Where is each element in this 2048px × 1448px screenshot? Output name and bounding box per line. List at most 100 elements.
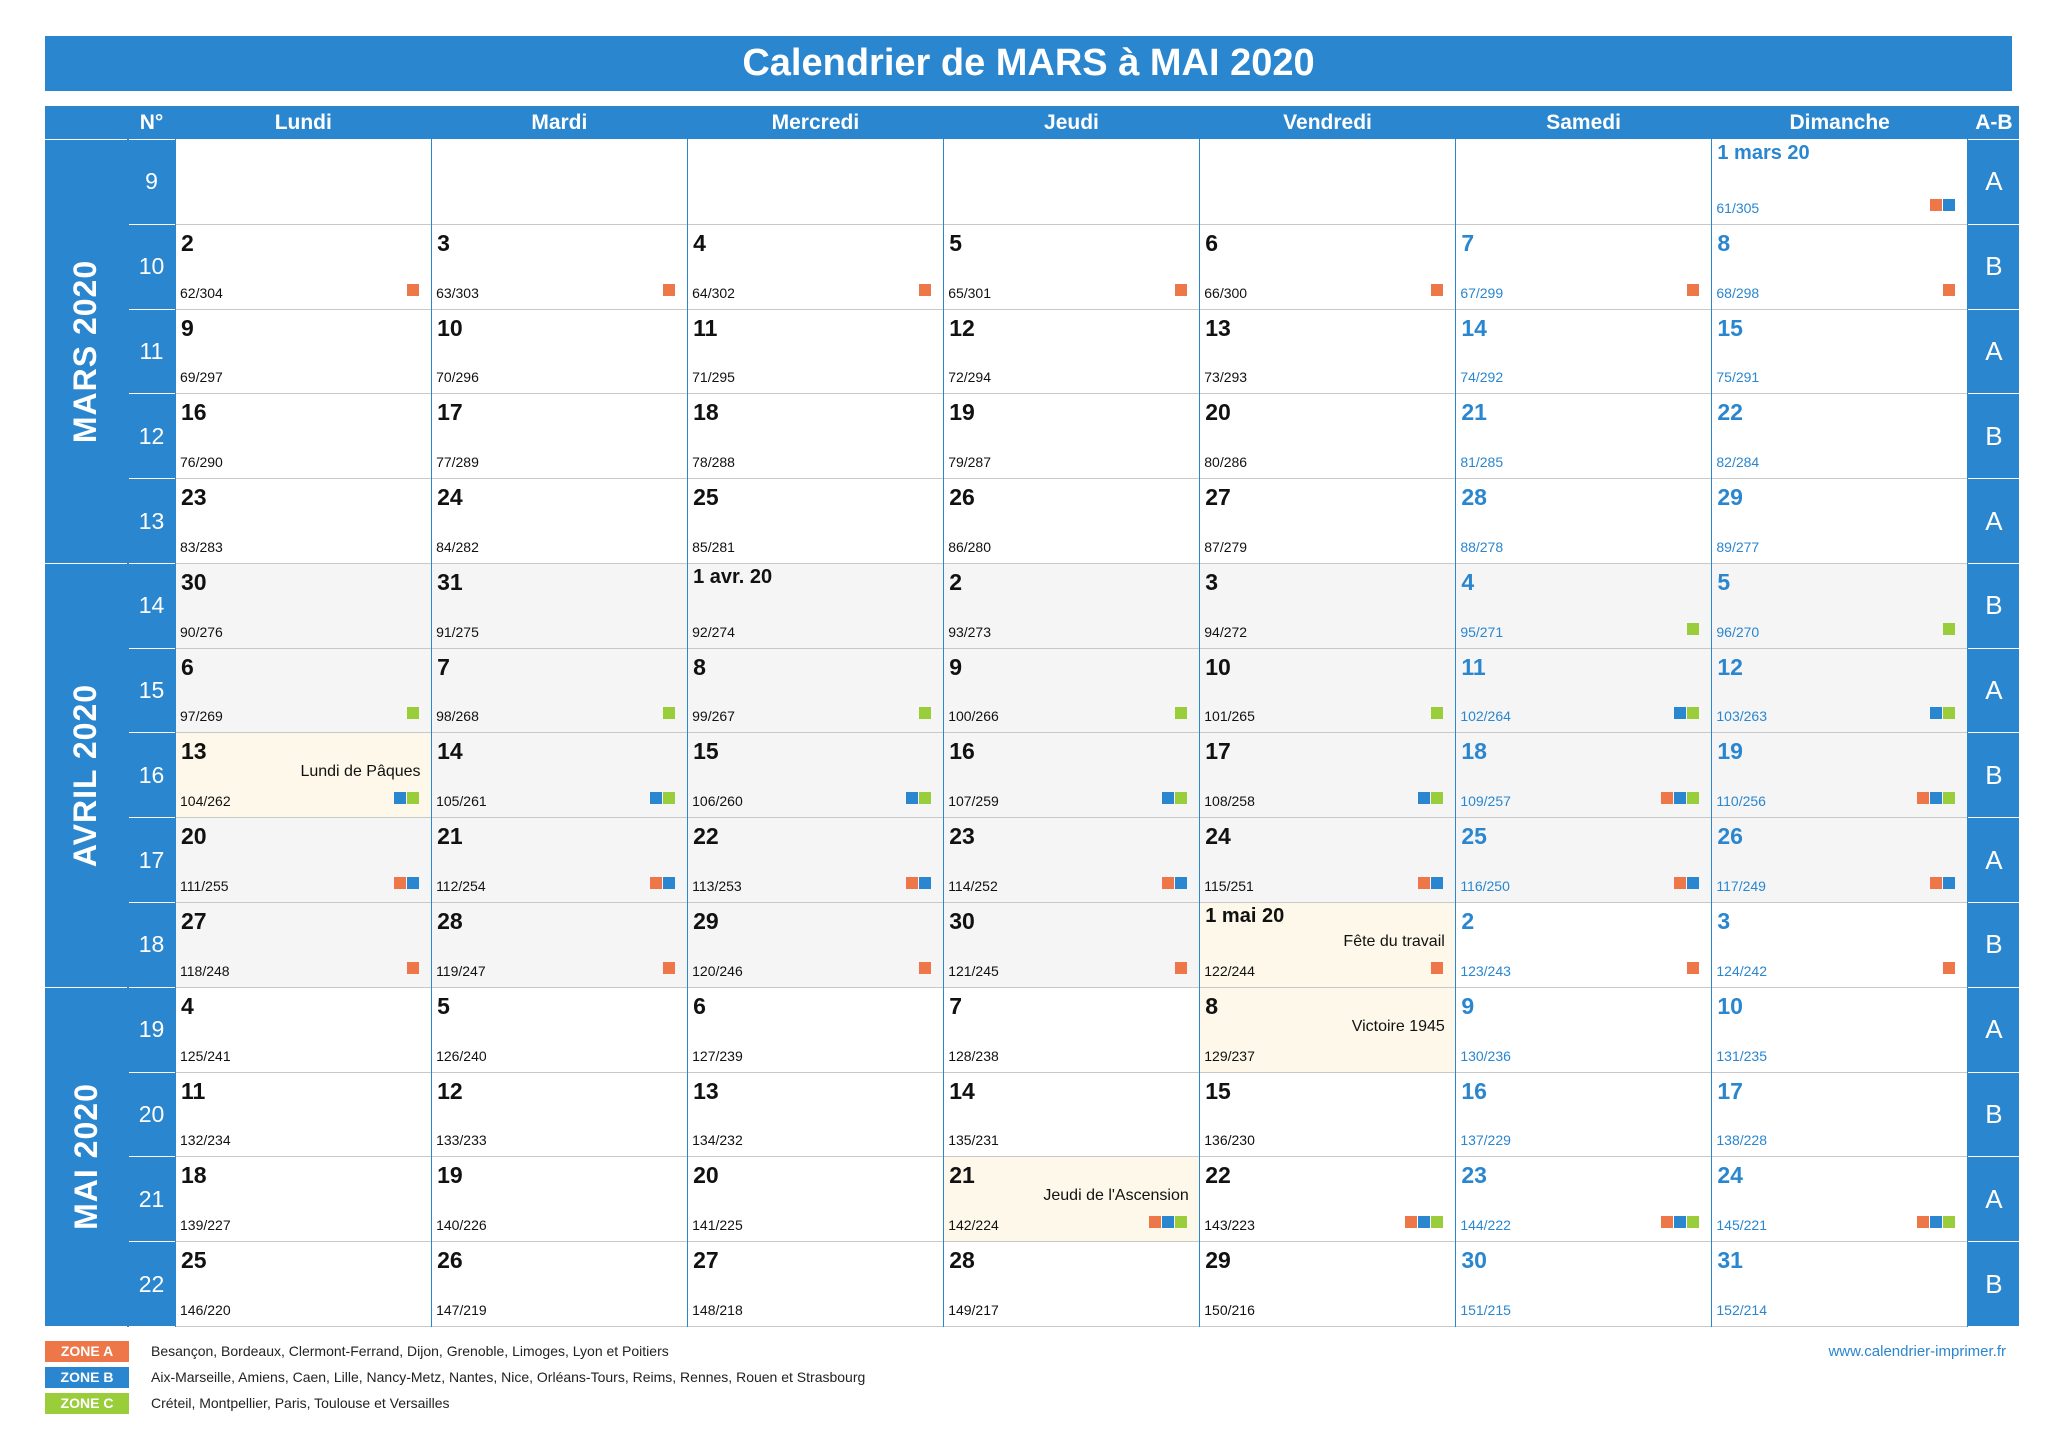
day-cell[interactable]: 8 129/237 Victoire 1945 — [1200, 987, 1455, 1073]
day-cell[interactable]: 13 134/232 — [688, 1072, 943, 1158]
day-cell[interactable]: 17 108/258 — [1200, 733, 1455, 819]
day-cell[interactable]: 5 96/270 — [1712, 563, 1967, 649]
day-cell[interactable]: 20 111/255 — [176, 818, 431, 904]
day-cell[interactable]: 16 137/229 — [1456, 1072, 1711, 1158]
day-cell[interactable]: 8 68/298 — [1712, 224, 1967, 310]
day-cell[interactable]: 24 115/251 — [1200, 818, 1455, 904]
day-cell[interactable]: 31 91/275 — [432, 563, 687, 649]
day-cell[interactable]: 14 135/231 — [944, 1072, 1199, 1158]
day-cell[interactable]: 25 85/281 — [688, 479, 943, 564]
day-cell[interactable]: 29 89/277 — [1712, 479, 1967, 564]
day-cell[interactable]: 24 145/221 — [1712, 1157, 1967, 1243]
day-cell[interactable]: 16 107/259 — [944, 733, 1199, 819]
day-cell[interactable]: 4 64/302 — [688, 224, 943, 310]
day-cell[interactable]: 30 151/215 — [1456, 1242, 1711, 1327]
day-cell[interactable]: 12 72/294 — [944, 309, 1199, 395]
day-cell[interactable]: 9 69/297 — [176, 309, 431, 395]
day-cell[interactable]: 22 113/253 — [688, 818, 943, 904]
day-cell[interactable]: 31 152/214 — [1712, 1242, 1967, 1327]
day-cell[interactable]: 22 82/284 — [1712, 394, 1967, 480]
website-link[interactable]: www.calendrier-imprimer.fr — [1828, 1343, 2006, 1360]
day-cell[interactable]: 26 86/280 — [944, 479, 1199, 564]
day-cell[interactable]: 21 112/254 — [432, 818, 687, 904]
day-cell[interactable]: 15 106/260 — [688, 733, 943, 819]
day-cell[interactable]: 4 95/271 — [1456, 563, 1711, 649]
day-cell[interactable]: 3 94/272 — [1200, 563, 1455, 649]
day-cell[interactable]: 24 84/282 — [432, 479, 687, 564]
day-cell[interactable]: 7 98/268 — [432, 648, 687, 734]
day-cell[interactable]: 13 73/293 — [1200, 309, 1455, 395]
day-cell[interactable]: 28 149/217 — [944, 1242, 1199, 1327]
day-cell[interactable]: 2 62/304 — [176, 224, 431, 310]
header-day-1: Lundi — [176, 106, 431, 140]
day-cell[interactable]: 7 67/299 — [1456, 224, 1711, 310]
day-cell[interactable]: 5 126/240 — [432, 987, 687, 1073]
day-cell[interactable]: 20 141/225 — [688, 1157, 943, 1243]
day-number: 9 — [949, 653, 962, 680]
day-cell[interactable]: 29 120/246 — [688, 903, 943, 988]
day-cell[interactable]: 23 114/252 — [944, 818, 1199, 904]
day-cell[interactable]: 11 102/264 — [1456, 648, 1711, 734]
day-cell[interactable]: 3 124/242 — [1712, 903, 1967, 988]
day-cell[interactable]: 23 83/283 — [176, 479, 431, 564]
day-cell[interactable]: 1 mai 20 122/244 Fête du travail — [1200, 903, 1455, 988]
day-cell[interactable]: 17 138/228 — [1712, 1072, 1967, 1158]
day-cell[interactable]: 22 143/223 — [1200, 1157, 1455, 1243]
day-cell[interactable]: 30 121/245 — [944, 903, 1199, 988]
day-cell[interactable]: 25 116/250 — [1456, 818, 1711, 904]
day-cell[interactable]: 18 139/227 — [176, 1157, 431, 1243]
day-cell[interactable]: 15 75/291 — [1712, 309, 1967, 395]
day-cell[interactable]: 9 130/236 — [1456, 987, 1711, 1073]
day-cell[interactable]: 4 125/241 — [176, 987, 431, 1073]
day-cell[interactable]: 29 150/216 — [1200, 1242, 1455, 1327]
day-cell[interactable]: 14 74/292 — [1456, 309, 1711, 395]
day-cell[interactable]: 17 77/289 — [432, 394, 687, 480]
day-cell[interactable]: 25 146/220 — [176, 1242, 431, 1327]
day-cell[interactable]: 5 65/301 — [944, 224, 1199, 310]
day-cell[interactable]: 10 70/296 — [432, 309, 687, 395]
day-cell[interactable]: 28 119/247 — [432, 903, 687, 988]
day-cell[interactable]: 1 mars 20 61/305 — [1712, 140, 1967, 225]
day-cell[interactable]: 14 105/261 — [432, 733, 687, 819]
day-cell[interactable]: 10 131/235 — [1712, 987, 1967, 1073]
day-cell[interactable]: 20 80/286 — [1200, 394, 1455, 480]
day-cell[interactable]: 8 99/267 — [688, 648, 943, 734]
day-cell[interactable]: 27 148/218 — [688, 1242, 943, 1327]
day-cell[interactable]: 27 87/279 — [1200, 479, 1455, 564]
day-cell[interactable]: 11 132/234 — [176, 1072, 431, 1158]
day-cell[interactable]: 26 117/249 — [1712, 818, 1967, 904]
day-cell[interactable]: 6 97/269 — [176, 648, 431, 734]
day-cell[interactable]: 15 136/230 — [1200, 1072, 1455, 1158]
day-cell[interactable]: 10 101/265 — [1200, 648, 1455, 734]
day-cell[interactable]: 12 133/233 — [432, 1072, 687, 1158]
day-number: 16 — [949, 738, 975, 765]
day-cell[interactable]: 21 142/224 Jeudi de l'Ascension — [944, 1157, 1199, 1243]
day-cell[interactable]: 1 avr. 20 92/274 — [688, 563, 943, 649]
day-cell[interactable]: 2 123/243 — [1456, 903, 1711, 988]
day-cell[interactable]: 3 63/303 — [432, 224, 687, 310]
day-cell[interactable]: 19 110/256 — [1712, 733, 1967, 819]
day-cell[interactable]: 13 104/262 Lundi de Pâques — [176, 733, 431, 819]
day-cell[interactable]: 27 118/248 — [176, 903, 431, 988]
day-cell[interactable]: 21 81/285 — [1456, 394, 1711, 480]
day-cell[interactable]: 28 88/278 — [1456, 479, 1711, 564]
day-count: 106/260 — [692, 793, 743, 810]
day-cell[interactable]: 9 100/266 — [944, 648, 1199, 734]
day-cell[interactable]: 18 78/288 — [688, 394, 943, 480]
day-cell[interactable]: 18 109/257 — [1456, 733, 1711, 819]
day-cell[interactable]: 19 140/226 — [432, 1157, 687, 1243]
day-cell[interactable]: 6 66/300 — [1200, 224, 1455, 310]
day-count: 107/259 — [948, 793, 999, 810]
day-cell[interactable]: 19 79/287 — [944, 394, 1199, 480]
day-cell[interactable]: 16 76/290 — [176, 394, 431, 480]
day-cell[interactable]: 23 144/222 — [1456, 1157, 1711, 1243]
day-cell[interactable]: 11 71/295 — [688, 309, 943, 395]
day-cell[interactable]: 26 147/219 — [432, 1242, 687, 1327]
day-cell[interactable]: 7 128/238 — [944, 987, 1199, 1073]
day-count: 67/299 — [1460, 284, 1504, 301]
day-cell[interactable]: 6 127/239 — [688, 987, 943, 1073]
day-cell[interactable]: 2 93/273 — [944, 563, 1199, 649]
day-cell[interactable]: 30 90/276 — [176, 563, 431, 649]
day-number: 10 — [437, 314, 463, 341]
day-cell[interactable]: 12 103/263 — [1712, 648, 1967, 734]
